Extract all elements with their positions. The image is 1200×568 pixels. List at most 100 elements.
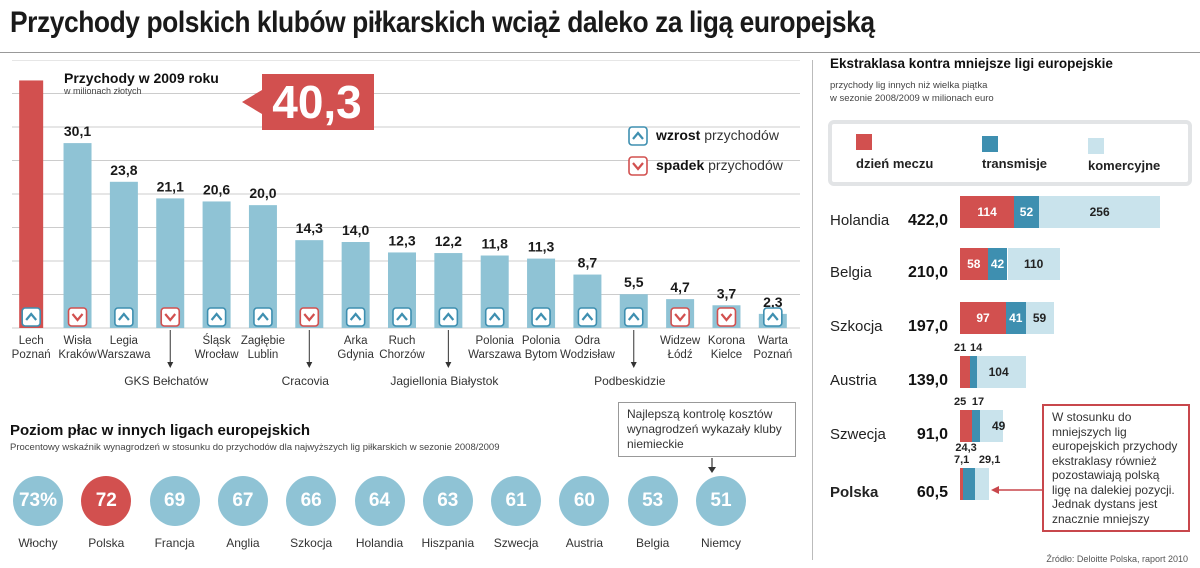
tick-label: Bytom bbox=[525, 349, 558, 361]
league-segment bbox=[960, 356, 970, 388]
league-segment-label: 97 bbox=[976, 311, 990, 325]
trend-up-icon bbox=[577, 307, 598, 327]
league-segment bbox=[960, 468, 964, 500]
tick-label: Kraków bbox=[58, 349, 97, 361]
legend-matchday-label: dzień meczu bbox=[856, 156, 934, 171]
league-total: 210,0 bbox=[907, 264, 948, 281]
trend-down-icon bbox=[716, 307, 737, 327]
league-segment-label: 58 bbox=[967, 257, 981, 271]
legend-up-rest: przychodów bbox=[700, 127, 779, 143]
tick-label: Warszawa bbox=[468, 349, 522, 361]
legend-swatch-commercial bbox=[1088, 138, 1104, 154]
club-label: Podbeskidzie bbox=[594, 374, 666, 388]
league-segment bbox=[969, 356, 977, 388]
tick-label: Wisła bbox=[63, 335, 92, 347]
tick-label: Lech bbox=[19, 335, 44, 347]
trend-up-icon bbox=[114, 307, 134, 327]
legend-swatch-matchday bbox=[856, 134, 872, 150]
tick-label: Śląsk bbox=[203, 334, 231, 347]
legend-commercial-label: komercyjne bbox=[1088, 158, 1161, 173]
league-segment-label: 104 bbox=[988, 365, 1009, 379]
section-divider bbox=[812, 60, 813, 560]
value-label: 4,7 bbox=[670, 279, 690, 295]
bar bbox=[156, 198, 185, 328]
club-label: GKS Bełchatów bbox=[124, 374, 208, 388]
league-segment bbox=[979, 410, 1004, 442]
trend-up-icon bbox=[21, 307, 41, 327]
league-segment bbox=[960, 196, 1015, 228]
club-label: Jagiellonia Białystok bbox=[390, 374, 499, 388]
league-segment bbox=[1007, 248, 1060, 280]
tick-label: Gdynia bbox=[337, 349, 374, 361]
club-label: Cracovia bbox=[282, 374, 330, 388]
legend-down-rest: przychodów bbox=[704, 157, 783, 173]
league-segment-label: 110 bbox=[1023, 257, 1044, 271]
tick-label: Korona bbox=[708, 335, 746, 347]
bar bbox=[202, 201, 231, 328]
league-segment-label: 17 bbox=[971, 396, 985, 408]
value-label: 12,3 bbox=[388, 232, 415, 248]
arrow-up-icon bbox=[628, 126, 648, 146]
league-segment-label: 114 bbox=[977, 205, 997, 219]
tick-label: Polonia bbox=[522, 335, 561, 347]
league-total: 91,0 bbox=[916, 426, 948, 443]
trend-up-icon bbox=[438, 307, 459, 327]
tick-label: Widzew bbox=[660, 335, 701, 347]
trend-down-icon bbox=[299, 307, 320, 327]
wage-country-label: Anglia bbox=[226, 536, 260, 550]
wage-bubble: 72 bbox=[81, 476, 132, 526]
league-segment-label: 21 bbox=[954, 342, 967, 354]
legend-up-bold: wzrost bbox=[656, 127, 701, 143]
trend-up-icon bbox=[623, 307, 644, 327]
league-segment bbox=[976, 356, 1027, 388]
league-segment bbox=[963, 468, 975, 500]
leagues-note: W stosunku do mniejszych lig europejskic… bbox=[1042, 404, 1190, 532]
leagues-subtitle-2: w sezonie 2008/2009 w milionach euro bbox=[830, 93, 994, 104]
league-country: Szkocja bbox=[830, 318, 883, 335]
wages-bubbles: 73% Włochy 72 Polska 69 Francja 67 Anglia 66 Szko… bbox=[0, 470, 810, 560]
tick-label: Warta bbox=[758, 335, 789, 347]
wage-country-label: Francja bbox=[154, 536, 195, 550]
wage-bubble: 66 bbox=[286, 476, 337, 526]
value-label: 8,7 bbox=[578, 255, 598, 271]
league-total: 60,5 bbox=[916, 484, 948, 501]
tick-label: Kielce bbox=[711, 349, 742, 361]
value-label: 30,1 bbox=[64, 123, 91, 139]
connector-arrow bbox=[445, 362, 452, 368]
value-label: 5,5 bbox=[624, 274, 644, 290]
tick-label: Zagłębie bbox=[241, 335, 285, 347]
tick-label: Wrocław bbox=[195, 349, 240, 361]
league-segment-label: 25 bbox=[954, 396, 967, 408]
wage-bubble: 60 bbox=[559, 476, 610, 526]
tick-label: Chorzów bbox=[379, 349, 425, 361]
trend-down-icon bbox=[160, 307, 181, 327]
tick-label: Łódź bbox=[668, 349, 693, 361]
trend-up-icon bbox=[763, 307, 783, 327]
callout-arrow-icon bbox=[708, 458, 716, 473]
trend-up-icon bbox=[531, 307, 551, 327]
trend-down-icon bbox=[67, 307, 88, 327]
wage-country-label: Hiszpania bbox=[421, 536, 475, 550]
legend-broadcast-label: transmisje bbox=[982, 156, 1048, 171]
value-label: 3,7 bbox=[717, 285, 737, 301]
trend-down-icon bbox=[670, 307, 690, 327]
wage-bubble: 69 bbox=[149, 476, 200, 526]
wage-bubble: 63 bbox=[422, 476, 473, 526]
highlight-value: 40,3 bbox=[272, 76, 362, 128]
value-label: 23,8 bbox=[110, 162, 137, 178]
league-total: 422,0 bbox=[907, 212, 948, 229]
value-label: 20,6 bbox=[203, 181, 230, 197]
arrow-down-icon bbox=[628, 156, 648, 176]
connector-arrow bbox=[630, 362, 637, 368]
tick-label: Poznań bbox=[12, 349, 51, 361]
bar bbox=[109, 181, 138, 328]
highlight-badge: 40,3 bbox=[242, 74, 374, 130]
wage-bubble: 67 bbox=[217, 476, 268, 526]
source-note: Źródło: Deloitte Polska, raport 2010 bbox=[1046, 554, 1188, 564]
league-country: Polska bbox=[830, 484, 879, 501]
league-segment-label: 24,3 bbox=[955, 442, 977, 454]
trend-up-icon bbox=[392, 307, 412, 327]
league-country: Austria bbox=[830, 372, 877, 389]
wage-bubble: 51 bbox=[696, 476, 746, 526]
league-segment-label: 256 bbox=[1089, 205, 1110, 219]
